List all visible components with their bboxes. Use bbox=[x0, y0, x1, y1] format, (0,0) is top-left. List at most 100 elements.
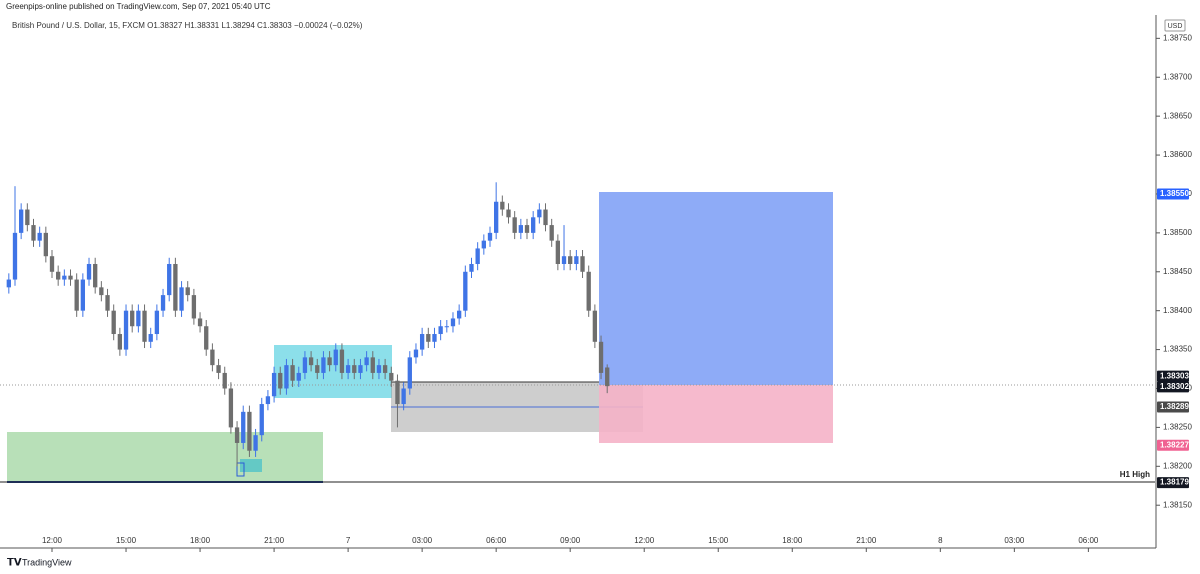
candle-body bbox=[487, 232, 493, 241]
x-tick-label: 12:00 bbox=[42, 536, 63, 545]
candle-body bbox=[463, 271, 468, 311]
candle-body bbox=[197, 318, 203, 327]
candle-body bbox=[117, 334, 123, 350]
y-tick-label: 1.38150 bbox=[1163, 500, 1192, 509]
y-tick-label: 1.38400 bbox=[1163, 306, 1192, 315]
candle-body bbox=[19, 209, 24, 233]
y-tick-label: 1.38700 bbox=[1163, 72, 1192, 81]
candle-body bbox=[130, 310, 135, 327]
candle-body bbox=[185, 287, 190, 296]
candle-body bbox=[395, 380, 400, 405]
candle-body bbox=[580, 256, 585, 272]
candle-body bbox=[549, 225, 554, 241]
candle-body bbox=[382, 365, 388, 373]
candle-body bbox=[370, 357, 375, 373]
price-label: 1.38227 bbox=[1160, 440, 1189, 449]
candle-body bbox=[561, 256, 567, 264]
candle-body bbox=[302, 357, 308, 373]
x-tick-label: 15:00 bbox=[116, 536, 137, 545]
candle-body bbox=[531, 217, 536, 233]
candle-body bbox=[62, 275, 67, 280]
candle-body bbox=[308, 357, 314, 366]
candle-body bbox=[154, 310, 160, 335]
candle-body bbox=[37, 232, 42, 241]
candle-body bbox=[568, 256, 573, 264]
candle-body bbox=[327, 357, 332, 366]
candle-body bbox=[12, 232, 18, 280]
candle-body bbox=[321, 357, 326, 373]
candle-body bbox=[6, 279, 11, 288]
small-box-outline bbox=[236, 462, 245, 477]
candle-body bbox=[278, 372, 283, 389]
candle-body bbox=[99, 287, 104, 296]
price-label: 1.38179 bbox=[1160, 478, 1189, 487]
currency: USD bbox=[1168, 23, 1183, 30]
candle-body bbox=[160, 295, 166, 311]
y-tick-label: 1.38250 bbox=[1163, 423, 1192, 432]
y-tick-label: 1.38750 bbox=[1163, 33, 1192, 42]
x-tick-label: 21:00 bbox=[264, 536, 285, 545]
x-tick-label: 06:00 bbox=[486, 536, 507, 545]
candle-body bbox=[216, 365, 221, 373]
candle-body bbox=[401, 388, 406, 405]
published-note: Greenpips-online published on TradingVie… bbox=[6, 2, 271, 11]
candle-body bbox=[74, 279, 79, 311]
target-zone bbox=[599, 192, 833, 385]
y-tick-label: 1.38650 bbox=[1163, 111, 1192, 120]
candle-body bbox=[333, 349, 338, 366]
currency-box bbox=[1164, 19, 1186, 32]
price-label: 1.38550 bbox=[1160, 189, 1189, 198]
candle-body bbox=[191, 295, 197, 319]
candle-body bbox=[426, 334, 431, 342]
candle-body bbox=[167, 263, 172, 296]
candle-body bbox=[524, 225, 530, 233]
candle-body bbox=[43, 232, 48, 257]
candle-body bbox=[247, 411, 252, 451]
candle-body bbox=[25, 209, 30, 226]
candle-body bbox=[80, 279, 86, 311]
symbol-legend: British Pound / U.S. Dollar, 15, FXCM O1… bbox=[12, 21, 363, 30]
candle-body bbox=[345, 365, 351, 373]
y-tick-label: 1.38200 bbox=[1163, 461, 1192, 470]
candle-body bbox=[444, 326, 449, 328]
candle-body bbox=[450, 318, 456, 327]
candle-body bbox=[179, 287, 184, 311]
candle-body bbox=[574, 256, 579, 264]
candle-body bbox=[228, 388, 234, 428]
candle-body bbox=[204, 326, 209, 350]
candle-body bbox=[419, 334, 425, 350]
candle-body bbox=[352, 365, 357, 373]
price-label-bg bbox=[1157, 370, 1189, 382]
price-label-bg bbox=[1157, 477, 1189, 489]
candle-body bbox=[271, 372, 277, 397]
annotation: H1 High bbox=[1120, 470, 1150, 479]
candle-body bbox=[290, 365, 295, 381]
price-label-bg bbox=[1157, 381, 1189, 393]
candle-body bbox=[31, 225, 36, 241]
candle-body bbox=[389, 372, 394, 381]
candle-body bbox=[315, 365, 320, 373]
candle-body bbox=[241, 411, 246, 443]
candle-body bbox=[259, 404, 264, 436]
demand-zone bbox=[7, 432, 323, 482]
candle-body bbox=[265, 396, 271, 405]
candle-body bbox=[142, 310, 147, 342]
stop-zone bbox=[599, 385, 833, 443]
candle-body bbox=[358, 365, 363, 373]
candle-body bbox=[475, 248, 480, 264]
footer: TradingView bbox=[22, 557, 72, 567]
candle-body bbox=[494, 201, 499, 233]
price-label-bg bbox=[1157, 439, 1189, 451]
x-tick-label: 09:00 bbox=[560, 536, 581, 545]
candle-body bbox=[432, 334, 437, 342]
price-label-bg bbox=[1157, 401, 1189, 413]
candle-body bbox=[598, 341, 604, 373]
candle-body bbox=[555, 240, 561, 264]
candle-body bbox=[500, 201, 505, 210]
x-tick-label: 21:00 bbox=[856, 536, 877, 545]
price-label: 1.38302 bbox=[1160, 382, 1189, 391]
candle-body bbox=[592, 310, 598, 342]
x-tick-label: 12:00 bbox=[634, 536, 655, 545]
